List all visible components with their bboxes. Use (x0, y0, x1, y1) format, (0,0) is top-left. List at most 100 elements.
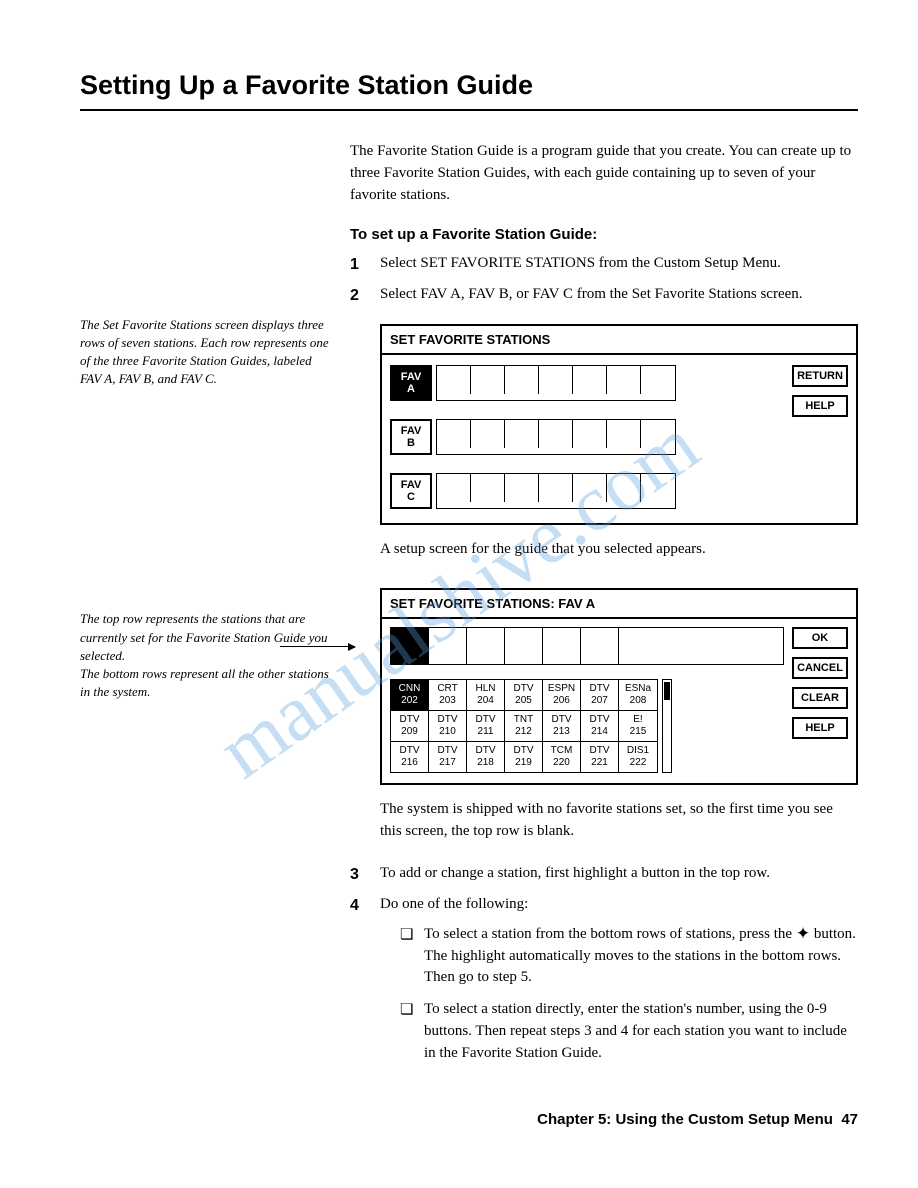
station-row: CNN202CRT203HLN204DTV205ESPN206DTV207ESN… (391, 680, 657, 711)
fav-slot[interactable] (641, 474, 675, 502)
step-3-text: To add or change a station, first highli… (380, 863, 858, 886)
sidenote-2b: The bottom rows represent all the other … (80, 665, 330, 701)
screen2-title: SET FAVORITE STATIONS: FAV A (382, 590, 856, 619)
fav-label-fav-a[interactable]: FAV A (390, 365, 432, 401)
fav-slot[interactable] (607, 420, 641, 448)
screen1-title: SET FAVORITE STATIONS (382, 326, 856, 355)
station-cell[interactable]: CNN202 (391, 680, 429, 710)
step-number-1: 1 (350, 253, 368, 276)
fav-slot[interactable] (573, 420, 607, 448)
step-number-3: 3 (350, 863, 368, 886)
station-row: DTV216DTV217DTV218DTV219TCM220DTV221DIS1… (391, 742, 657, 772)
arrow-icon (280, 646, 355, 647)
fav-slot[interactable] (539, 420, 573, 448)
station-cell[interactable]: DTV205 (505, 680, 543, 710)
station-cell[interactable]: DTV209 (391, 711, 429, 741)
top-slot[interactable] (429, 628, 467, 664)
fav-slot-row (436, 365, 676, 401)
station-cell[interactable]: TNT212 (505, 711, 543, 741)
station-cell[interactable]: DTV218 (467, 742, 505, 772)
document-page: Setting Up a Favorite Station Guide The … (0, 0, 918, 1122)
fav-slot[interactable] (641, 366, 675, 394)
after-screen2-text: The system is shipped with no favorite s… (380, 799, 858, 843)
station-cell[interactable]: DTV216 (391, 742, 429, 772)
after-screen1-text: A setup screen for the guide that you se… (380, 539, 858, 561)
fav-slot[interactable] (505, 420, 539, 448)
station-cell[interactable]: DTV214 (581, 711, 619, 741)
sidenote-1: The Set Favorite Stations screen display… (80, 316, 330, 389)
station-cell[interactable]: DTV217 (429, 742, 467, 772)
fav-slot[interactable] (573, 366, 607, 394)
station-cell[interactable]: DTV210 (429, 711, 467, 741)
top-slot[interactable] (619, 628, 657, 664)
fav-slot[interactable] (471, 420, 505, 448)
page-title: Setting Up a Favorite Station Guide (80, 70, 858, 111)
footer-chapter: Chapter 5: Using the Custom Setup Menu (537, 1111, 833, 1128)
fav-row: FAV A (390, 365, 784, 401)
fav-row: FAV B (390, 419, 784, 455)
station-cell[interactable]: E!215 (619, 711, 657, 741)
station-cell[interactable]: DTV211 (467, 711, 505, 741)
step-number-4: 4 (350, 894, 368, 1074)
help-button[interactable]: HELP (792, 395, 848, 417)
top-slot[interactable] (391, 628, 429, 664)
procedure-heading: To set up a Favorite Station Guide: (350, 226, 858, 243)
return-button[interactable]: RETURN (792, 365, 848, 387)
fav-slot[interactable] (607, 366, 641, 394)
fav-slot[interactable] (437, 366, 471, 394)
fav-slot[interactable] (471, 366, 505, 394)
fav-slot[interactable] (539, 474, 573, 502)
step-2-text: Select FAV A, FAV B, or FAV C from the S… (380, 284, 858, 307)
fav-slot[interactable] (437, 474, 471, 502)
fav-label-fav-c[interactable]: FAV C (390, 473, 432, 509)
ok-button[interactable]: OK (792, 627, 848, 649)
station-grid: CNN202CRT203HLN204DTV205ESPN206DTV207ESN… (390, 679, 658, 773)
intro-text: The Favorite Station Guide is a program … (350, 141, 858, 206)
top-slot[interactable] (543, 628, 581, 664)
fav-slot[interactable] (437, 420, 471, 448)
fav-slot[interactable] (471, 474, 505, 502)
fav-slot-row (436, 473, 676, 509)
cancel-button[interactable]: CANCEL (792, 657, 848, 679)
help-button-2[interactable]: HELP (792, 717, 848, 739)
screen-set-favorite-stations: SET FAVORITE STATIONS FAV A FAV B FAV C RE… (380, 324, 858, 525)
top-favorites-row (390, 627, 784, 665)
checkbox-icon: ❏ (400, 924, 414, 989)
checkbox-icon: ❏ (400, 999, 414, 1064)
fav-slot[interactable] (641, 420, 675, 448)
top-slot[interactable] (581, 628, 619, 664)
sidenote-2a-text: The top row represents the stations that… (80, 610, 330, 665)
station-cell[interactable]: HLN204 (467, 680, 505, 710)
sidenote-2a: The top row represents the stations that… (80, 610, 330, 665)
station-cell[interactable]: ESNa208 (619, 680, 657, 710)
clear-button[interactable]: CLEAR (792, 687, 848, 709)
station-cell[interactable]: DIS1222 (619, 742, 657, 772)
fav-slot[interactable] (573, 474, 607, 502)
scrollbar-thumb[interactable] (664, 682, 670, 700)
step-number-2: 2 (350, 284, 368, 307)
fav-row: FAV C (390, 473, 784, 509)
station-cell[interactable]: TCM220 (543, 742, 581, 772)
station-cell[interactable]: DTV213 (543, 711, 581, 741)
scrollbar[interactable] (662, 679, 672, 773)
top-slot[interactable] (467, 628, 505, 664)
page-footer: Chapter 5: Using the Custom Setup Menu 4… (537, 1111, 858, 1128)
step-1-text: Select SET FAVORITE STATIONS from the Cu… (380, 253, 858, 276)
footer-page-number: 47 (841, 1111, 858, 1128)
top-slot[interactable] (505, 628, 543, 664)
fav-slot[interactable] (505, 474, 539, 502)
station-cell[interactable]: CRT203 (429, 680, 467, 710)
station-cell[interactable]: ESPN206 (543, 680, 581, 710)
bullet-2-text: To select a station directly, enter the … (424, 999, 858, 1064)
fav-label-fav-b[interactable]: FAV B (390, 419, 432, 455)
station-row: DTV209DTV210DTV211TNT212DTV213DTV214E!21… (391, 711, 657, 742)
station-cell[interactable]: DTV207 (581, 680, 619, 710)
bullet-1-text: To select a station from the bottom rows… (424, 924, 858, 989)
fav-slot-row (436, 419, 676, 455)
screen-fav-a: SET FAVORITE STATIONS: FAV A CNN202CRT20… (380, 588, 858, 785)
fav-slot[interactable] (505, 366, 539, 394)
station-cell[interactable]: DTV221 (581, 742, 619, 772)
station-cell[interactable]: DTV219 (505, 742, 543, 772)
fav-slot[interactable] (607, 474, 641, 502)
fav-slot[interactable] (539, 366, 573, 394)
